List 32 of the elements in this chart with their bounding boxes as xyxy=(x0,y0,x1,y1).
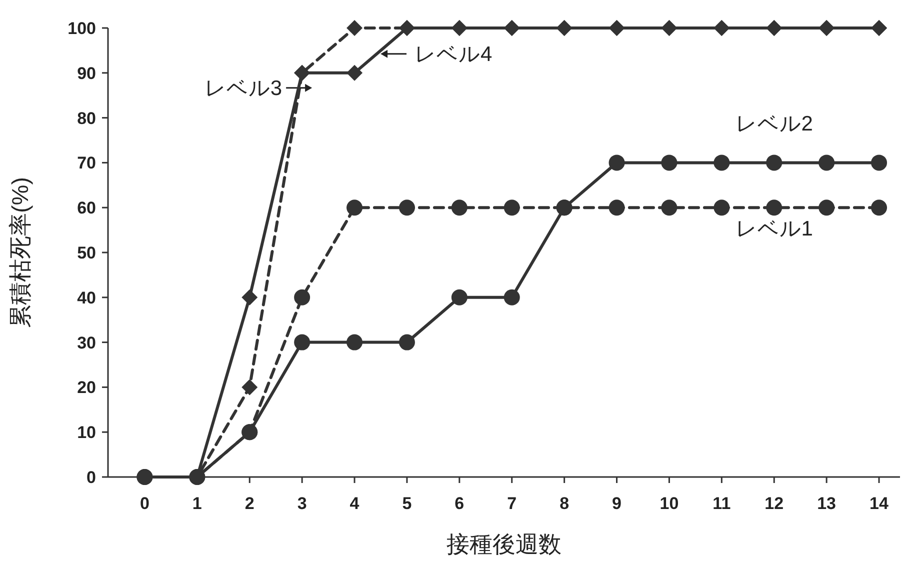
x-tick-label: 4 xyxy=(350,494,360,513)
series-label: レベル2 xyxy=(735,112,813,136)
x-tick-label: 2 xyxy=(244,494,254,513)
series-label: レベル1 xyxy=(735,218,813,241)
x-tick-label: 11 xyxy=(712,494,731,513)
x-tick-label: 0 xyxy=(140,494,150,513)
x-tick-label: 3 xyxy=(297,494,307,513)
x-tick-label: 6 xyxy=(454,494,464,513)
y-tick-label: 30 xyxy=(77,333,96,352)
y-tick-label: 50 xyxy=(77,243,96,262)
y-tick-label: 70 xyxy=(77,154,96,173)
x-tick-label: 1 xyxy=(192,494,202,513)
x-tick-label: 14 xyxy=(870,494,890,513)
x-axis-title: 接種後週数 xyxy=(446,531,562,557)
x-tick-label: 9 xyxy=(612,494,622,513)
y-tick-label: 0 xyxy=(86,468,96,487)
y-axis-title: 累積枯死率(%) xyxy=(7,177,33,328)
y-tick-label: 40 xyxy=(77,288,96,308)
x-tick-label: 5 xyxy=(402,494,412,513)
y-tick-label: 100 xyxy=(68,18,96,38)
y-tick-label: 80 xyxy=(77,108,96,128)
y-tick-label: 90 xyxy=(77,64,96,83)
series-label: レベル3 xyxy=(204,76,282,100)
y-tick-label: 10 xyxy=(77,423,96,442)
x-tick-label: 10 xyxy=(660,494,679,513)
series-label: レベル4 xyxy=(414,42,493,66)
x-tick-label: 8 xyxy=(560,494,570,513)
x-tick-label: 13 xyxy=(817,494,836,513)
y-tick-label: 20 xyxy=(77,378,96,398)
y-tick-label: 60 xyxy=(77,198,96,218)
x-tick-label: 12 xyxy=(764,494,784,513)
x-tick-label: 7 xyxy=(507,494,517,513)
